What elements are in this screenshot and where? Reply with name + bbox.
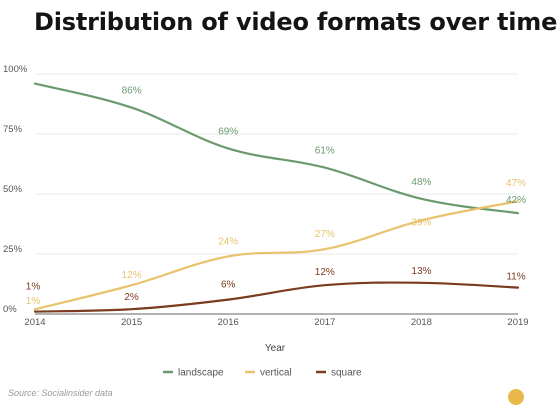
data-label-vertical: 24%	[218, 236, 238, 247]
data-label-vertical: 27%	[315, 229, 335, 240]
data-labels: 86% 69% 61% 48% 42% 1% 12% 24% 27% 39% 47% 1% 2% 6% 12…	[26, 86, 526, 308]
data-label-landscape: 86%	[122, 86, 142, 97]
x-tick-label: 2016	[218, 317, 239, 328]
data-label-vertical: 39%	[411, 217, 431, 228]
data-label-square: 12%	[315, 267, 335, 278]
legend-label-vertical: vertical	[260, 368, 292, 379]
x-tick-label: 2015	[121, 317, 142, 328]
x-tick-label: 2017	[314, 317, 335, 328]
data-label-vertical: 47%	[506, 178, 526, 189]
x-axis-title: Year	[265, 343, 286, 354]
data-label-landscape: 48%	[411, 177, 431, 188]
y-tick-label: 50%	[3, 184, 23, 195]
data-label-square: 2%	[124, 292, 139, 303]
gridlines	[35, 73, 518, 315]
data-label-landscape: 42%	[506, 195, 526, 206]
data-label-square: 11%	[506, 272, 525, 283]
y-tick-label: 75%	[3, 124, 23, 135]
legend-label-square: square	[331, 368, 362, 379]
data-label-vertical: 12%	[122, 270, 142, 281]
series-line-landscape	[33, 82, 520, 215]
legend-label-landscape: landscape	[178, 368, 224, 379]
y-axis-ticks: 0% 25% 50% 75% 100%	[3, 64, 28, 315]
data-label-vertical: 1%	[26, 296, 41, 307]
chart-title: Distribution of video formats over time	[34, 8, 558, 36]
source-note: Source: Socialinsider data	[8, 388, 113, 398]
y-tick-label: 25%	[3, 244, 23, 255]
data-label-landscape: 61%	[315, 146, 335, 157]
x-tick-label: 2019	[507, 317, 528, 328]
data-label-landscape: 69%	[218, 126, 238, 137]
x-tick-label: 2014	[24, 317, 45, 328]
data-label-square: 1%	[26, 282, 41, 293]
x-axis-ticks: 2014 2015 2016 2017 2018 2019	[24, 317, 528, 328]
brand-dot	[508, 389, 524, 405]
data-label-square: 6%	[221, 280, 236, 291]
x-tick-label: 2018	[411, 317, 432, 328]
data-label-square: 13%	[411, 266, 431, 277]
y-tick-label: 100%	[3, 64, 28, 75]
series-line-square	[33, 281, 520, 313]
y-tick-label: 0%	[3, 304, 17, 315]
series-line-vertical	[33, 200, 520, 311]
legend: landscape vertical square	[163, 368, 362, 379]
series-lines	[33, 82, 520, 313]
